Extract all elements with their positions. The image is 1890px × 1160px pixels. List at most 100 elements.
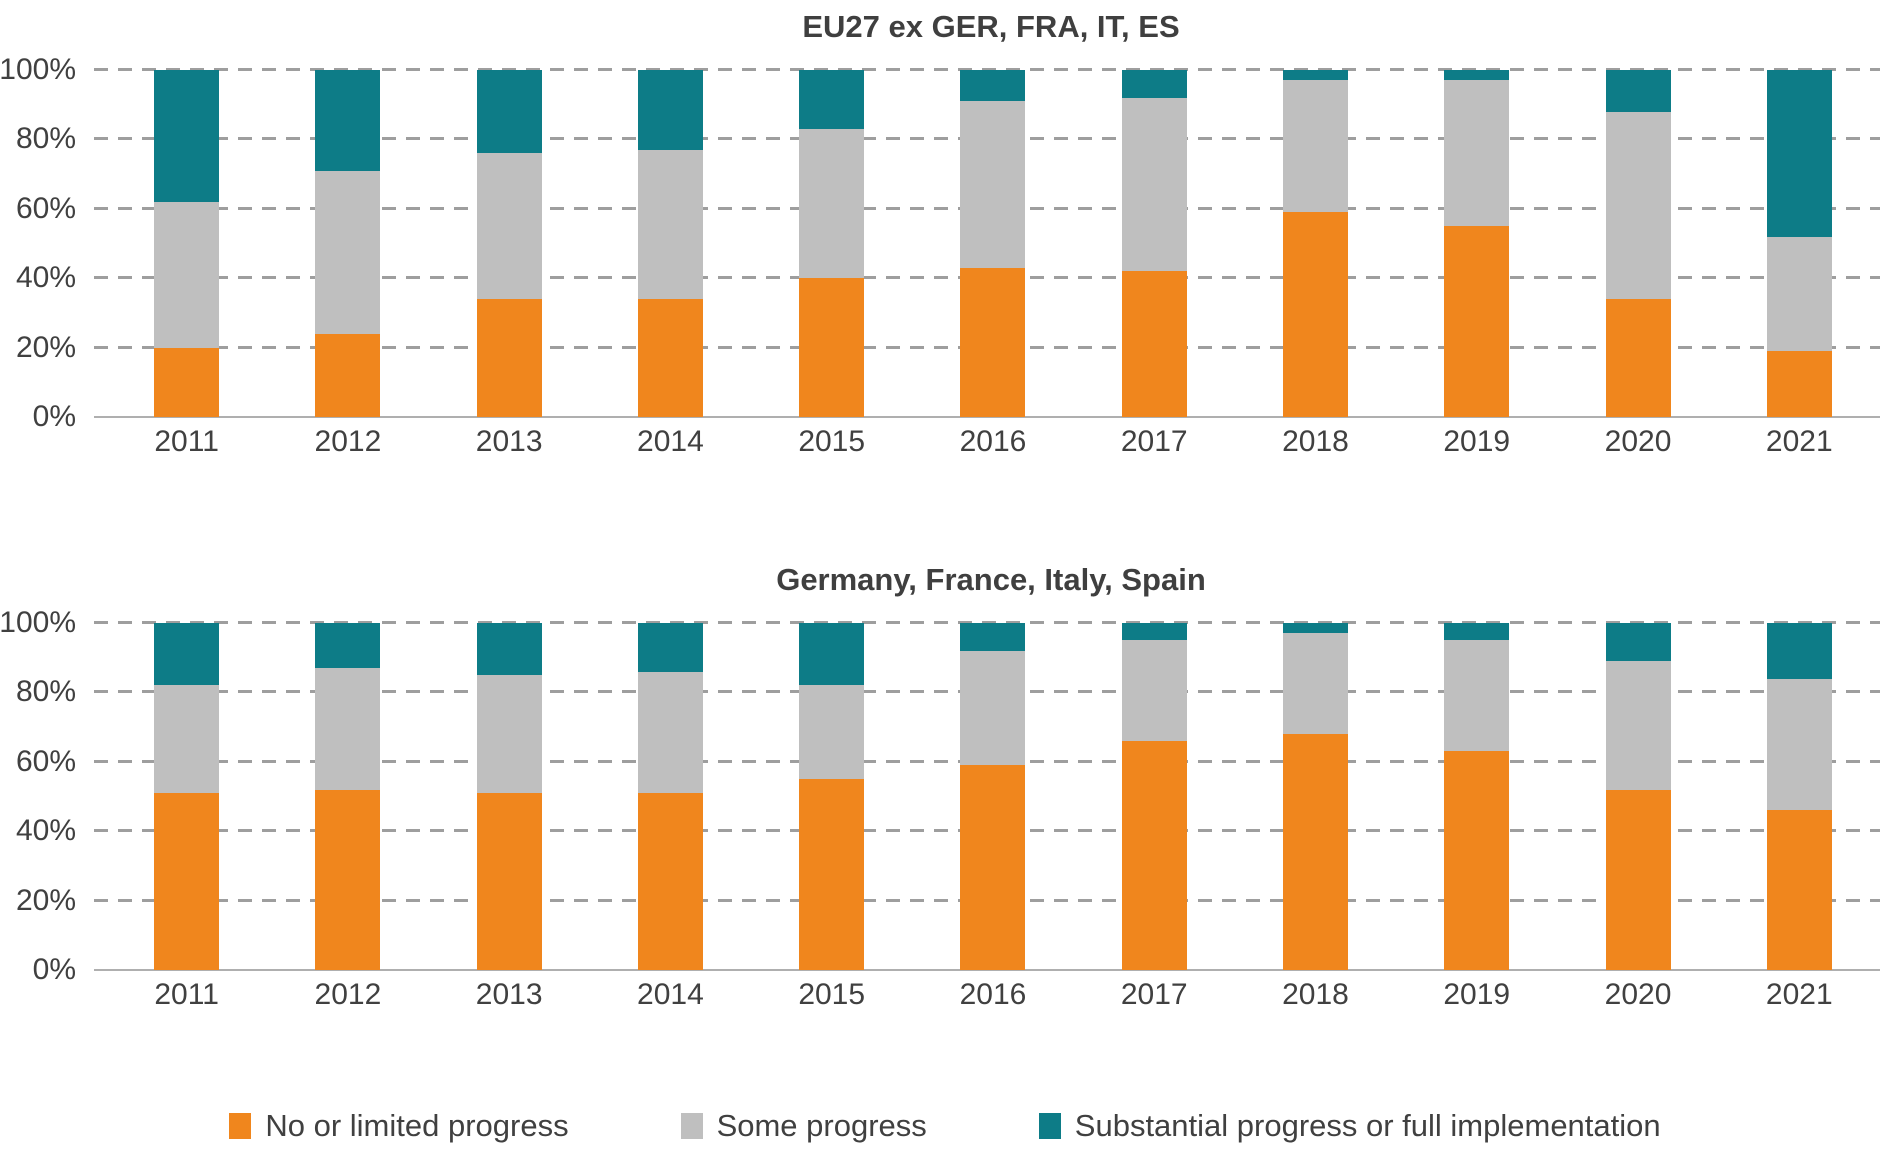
x-tick-label-2018: 2018	[1282, 978, 1349, 1011]
bar-slot-2016	[912, 70, 1073, 417]
x-tick-label-2017: 2017	[1120, 425, 1188, 458]
y-tick-label-80: 80%	[15, 122, 76, 156]
chart-title: EU27 ex GER, FRA, IT, ES	[802, 9, 1180, 44]
segment-2017-some	[1121, 97, 1187, 272]
stacked-bar-2016	[960, 70, 1026, 417]
segment-2012-some	[315, 668, 381, 790]
x-tick-label-2021: 2021	[1765, 425, 1833, 458]
stacked-bar-2017	[1121, 623, 1187, 970]
chart-title: Germany, France, Italy, Spain	[776, 562, 1206, 597]
y-tick-label-40: 40%	[15, 814, 76, 848]
bar-slot-2018	[1235, 623, 1396, 970]
segment-2011-some	[154, 201, 220, 348]
bar-slot-2017	[1074, 623, 1235, 970]
chart-eu27-ex-big4: EU27 ex GER, FRA, IT, ES 0% 20% 40% 60% 80% 1…	[0, 6, 1890, 459]
stacked-bar-2013	[476, 623, 542, 970]
stacked-bar-2011	[154, 70, 220, 417]
bar-slot-2020	[1557, 623, 1718, 970]
segment-2020-some	[1605, 111, 1671, 300]
segment-2011-some	[154, 685, 220, 794]
segment-2016-substantial	[960, 623, 1026, 651]
segment-2019-some	[1444, 640, 1510, 752]
bars	[106, 623, 1880, 970]
segment-2021-substantial	[1766, 70, 1832, 237]
segment-2012-substantial	[315, 623, 381, 669]
segment-2018-substantial	[1282, 70, 1348, 81]
segment-2013-no-or-limited	[476, 793, 542, 970]
stacked-bar-2020	[1605, 70, 1671, 417]
segment-2017-substantial	[1121, 70, 1187, 98]
bar-slot-2015	[751, 623, 912, 970]
legend-swatch-icon	[229, 1113, 252, 1139]
segment-2015-substantial	[799, 70, 865, 129]
x-axis-line	[94, 416, 1880, 418]
legend-item-0: No or limited progress	[229, 1108, 569, 1144]
segment-2020-substantial	[1605, 70, 1671, 112]
x-tick-label-2013: 2013	[475, 978, 543, 1011]
plot-area: 0% 20% 40% 60% 80% 100%	[0, 53, 1880, 433]
segment-2020-some	[1605, 661, 1671, 790]
segment-2013-no-or-limited	[476, 299, 542, 417]
segment-2015-some	[799, 685, 865, 780]
legend-label: Some progress	[716, 1108, 927, 1143]
stacked-bar-2014	[637, 70, 703, 417]
bar-slot-2020	[1557, 70, 1718, 417]
segment-2017-substantial	[1121, 623, 1187, 641]
segment-2014-substantial	[637, 623, 703, 672]
y-tick-label-60: 60%	[15, 744, 76, 778]
segment-2015-some	[799, 129, 865, 279]
bar-slot-2015	[751, 70, 912, 417]
x-tick-label-2012: 2012	[314, 425, 382, 458]
segment-2021-no-or-limited	[1766, 810, 1832, 970]
stacked-bar-2018	[1282, 70, 1348, 417]
gridline-100	[94, 621, 1880, 624]
x-tick-label-2020: 2020	[1604, 425, 1672, 458]
segment-2011-substantial	[154, 623, 220, 686]
legend: No or limited progress Some progress Subst…	[0, 1108, 1890, 1144]
segment-2018-no-or-limited	[1282, 734, 1348, 970]
y-tick-label-0: 0%	[32, 953, 76, 986]
x-tick-label-2021: 2021	[1765, 978, 1833, 1011]
segment-2016-no-or-limited	[960, 765, 1026, 970]
bar-slot-2011	[106, 70, 267, 417]
segment-2018-some	[1282, 80, 1348, 213]
segment-2012-no-or-limited	[315, 333, 381, 417]
y-tick-label-40: 40%	[15, 261, 76, 295]
segment-2013-substantial	[476, 70, 542, 154]
x-tick-label-2017: 2017	[1120, 978, 1188, 1011]
stacked-bar-2021	[1766, 70, 1832, 417]
segment-2019-some	[1444, 80, 1510, 227]
segment-2020-no-or-limited	[1605, 789, 1671, 970]
segment-2020-substantial	[1605, 623, 1671, 662]
y-tick-label-80: 80%	[15, 675, 76, 709]
segment-2016-some	[960, 101, 1026, 268]
segment-2018-no-or-limited	[1282, 212, 1348, 417]
segment-2021-some	[1766, 236, 1832, 352]
y-tick-label-20: 20%	[15, 330, 76, 364]
y-tick-label-100: 100%	[0, 606, 76, 639]
x-tick-label-2015: 2015	[798, 425, 866, 458]
segment-2020-no-or-limited	[1605, 299, 1671, 417]
segment-2016-some	[960, 650, 1026, 766]
x-axis: 2011 2012 2013 2014 2015 2016 2017 2018 2019 2020…	[92, 425, 1880, 459]
segment-2014-some	[637, 671, 703, 794]
segment-2019-substantial	[1444, 70, 1510, 81]
plot-area: 0% 20% 40% 60% 80% 100%	[0, 606, 1880, 986]
stacked-bar-2015	[799, 623, 865, 970]
x-tick-label-2014: 2014	[637, 978, 704, 1011]
segment-2012-no-or-limited	[315, 789, 381, 970]
legend-label: No or limited progress	[265, 1108, 569, 1143]
segment-2014-some	[637, 149, 703, 300]
y-tick-label-20: 20%	[15, 883, 76, 917]
legend-label: Substantial progress or full implementat…	[1074, 1108, 1661, 1143]
bar-slot-2013	[429, 70, 590, 417]
segment-2016-no-or-limited	[960, 267, 1026, 417]
stacked-bar-2018	[1282, 623, 1348, 970]
segment-2013-substantial	[476, 623, 542, 676]
stacked-bar-2020	[1605, 623, 1671, 970]
x-tick-label-2016: 2016	[959, 978, 1027, 1011]
chart-germany-france-italy-spain: Germany, France, Italy, Spain 0% 20% 40% 60…	[0, 559, 1890, 1012]
x-tick-label-2019: 2019	[1443, 425, 1511, 458]
segment-2018-some	[1282, 633, 1348, 735]
segment-2015-no-or-limited	[799, 278, 865, 417]
